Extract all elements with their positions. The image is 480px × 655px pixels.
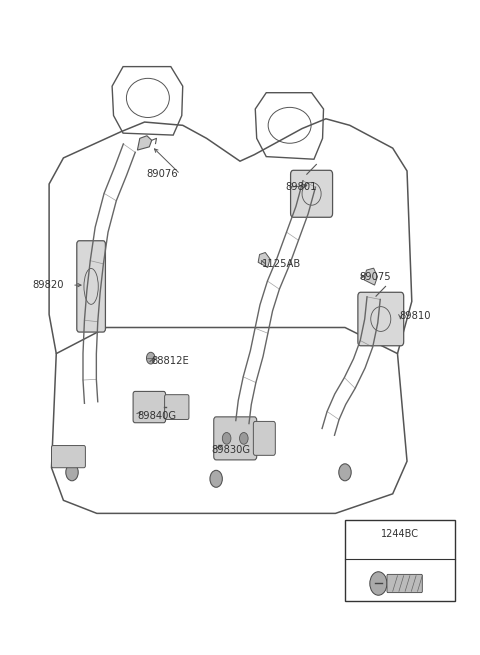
Polygon shape bbox=[137, 136, 152, 150]
Polygon shape bbox=[258, 252, 270, 267]
Text: 89820: 89820 bbox=[32, 280, 63, 290]
FancyBboxPatch shape bbox=[290, 170, 333, 217]
Polygon shape bbox=[364, 268, 377, 285]
Text: 89076: 89076 bbox=[146, 169, 178, 179]
FancyBboxPatch shape bbox=[165, 395, 189, 419]
FancyBboxPatch shape bbox=[51, 445, 85, 468]
Text: 89801: 89801 bbox=[285, 182, 317, 193]
Circle shape bbox=[146, 352, 155, 364]
Circle shape bbox=[339, 464, 351, 481]
Text: 89810: 89810 bbox=[400, 310, 432, 321]
Text: 89830G: 89830G bbox=[211, 445, 251, 455]
FancyBboxPatch shape bbox=[358, 292, 404, 346]
Bar bbox=[345, 520, 455, 601]
FancyBboxPatch shape bbox=[214, 417, 257, 460]
Circle shape bbox=[222, 432, 231, 444]
Text: 89075: 89075 bbox=[360, 272, 391, 282]
FancyBboxPatch shape bbox=[133, 392, 166, 422]
Circle shape bbox=[66, 464, 78, 481]
Circle shape bbox=[370, 572, 387, 595]
FancyBboxPatch shape bbox=[387, 574, 422, 593]
FancyBboxPatch shape bbox=[77, 241, 106, 332]
Circle shape bbox=[240, 432, 248, 444]
Text: 1244BC: 1244BC bbox=[381, 529, 419, 539]
Circle shape bbox=[210, 470, 222, 487]
Text: 89840G: 89840G bbox=[137, 411, 177, 421]
FancyBboxPatch shape bbox=[253, 421, 276, 455]
Text: 1125AB: 1125AB bbox=[262, 259, 301, 269]
Text: 88812E: 88812E bbox=[152, 356, 190, 366]
